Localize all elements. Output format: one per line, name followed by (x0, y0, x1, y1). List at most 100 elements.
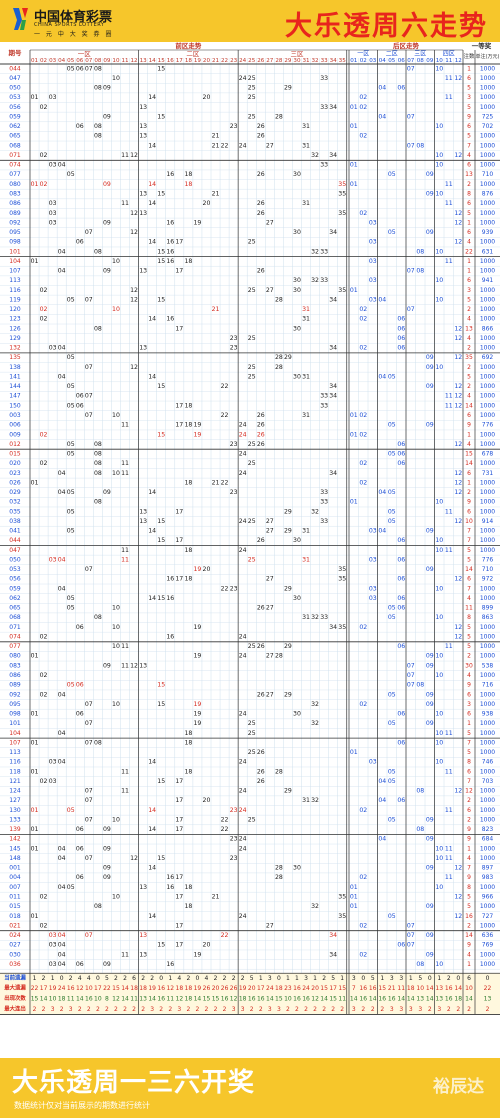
front-ball: 05 (67, 354, 75, 361)
front-ball: 33 (320, 277, 328, 284)
front-ball: 24 (239, 807, 247, 814)
front-ball: 19 (193, 566, 201, 573)
front-ball: 11 (121, 422, 129, 429)
front-ball: 13 (139, 932, 147, 939)
front-ball: 14 (148, 239, 156, 246)
front-ball: 27 (266, 691, 274, 698)
front-ball: 05 (67, 402, 75, 409)
front-ball: 03 (49, 200, 57, 207)
back-ball: 06 (397, 537, 405, 544)
front-ball: 12 (130, 662, 138, 669)
front-ball: 14 (148, 528, 156, 535)
front-ball: 24 (239, 470, 247, 477)
front-stat-value: 14 (320, 995, 328, 1002)
first-prize-amount: 1000 (480, 528, 495, 535)
first-prize-amount: 1000 (480, 239, 495, 246)
front-number-header: 11 (121, 58, 129, 64)
back-ball: 06 (397, 711, 405, 718)
first-prize-bets: 7 (467, 585, 471, 592)
first-prize-amount: 1000 (480, 142, 495, 149)
issue-number: 098 (9, 239, 21, 246)
back-ball: 02 (359, 807, 367, 814)
front-ball: 29 (284, 691, 292, 698)
front-stat-value: 15 (112, 985, 120, 992)
front-ball: 26 (257, 778, 265, 785)
front-stat-value: 12 (176, 995, 184, 1002)
front-ball: 14 (148, 807, 156, 814)
front-ball: 21 (212, 306, 220, 313)
back-stat-value: 3 (390, 975, 394, 982)
first-prize-bets: 8 (467, 614, 471, 621)
back-stat-value: 16 (388, 995, 396, 1002)
front-ball: 19 (193, 653, 201, 660)
bets-stat-value: 14 (465, 995, 473, 1002)
front-ball: 17 (175, 942, 183, 949)
front-ball: 14 (148, 316, 156, 323)
front-ball: 24 (239, 653, 247, 660)
front-ball: 32 (311, 508, 319, 515)
front-ball: 15 (157, 701, 165, 708)
front-ball: 26 (257, 422, 265, 429)
front-ball: 01 (31, 479, 39, 486)
back-ball: 02 (359, 94, 367, 101)
front-ball: 31 (302, 614, 310, 621)
front-ball: 33 (320, 402, 328, 409)
first-prize-amount: 1000 (480, 499, 495, 506)
front-stat-value: 13 (139, 995, 147, 1002)
front-stat-value: 16 (248, 995, 256, 1002)
first-prize-amount: 710 (482, 566, 494, 573)
front-ball: 34 (329, 296, 337, 303)
first-prize-bets: 6 (467, 123, 471, 130)
back-ball: 06 (397, 460, 405, 467)
front-ball: 30 (293, 229, 301, 236)
front-ball: 32 (311, 152, 319, 159)
back-ball: 12 (454, 489, 462, 496)
back-number-header: 11 (445, 58, 453, 64)
front-ball: 21 (212, 893, 220, 900)
issue-number: 029 (9, 489, 21, 496)
back-ball: 05 (388, 720, 396, 727)
first-prize-bets: 6 (467, 162, 471, 169)
issue-number: 068 (9, 142, 21, 149)
front-stat-value: 12 (76, 985, 84, 992)
first-prize-bets: 6 (467, 768, 471, 775)
first-prize-bets: 6 (467, 711, 471, 718)
front-stat-value: 2 (286, 1006, 290, 1013)
back-ball: 09 (426, 836, 434, 843)
front-ball: 19 (193, 624, 201, 631)
first-prize-amount: 1000 (480, 739, 495, 746)
front-ball: 05 (67, 296, 75, 303)
first-prize-bets: 7 (467, 778, 471, 785)
front-ball: 15 (157, 855, 165, 862)
front-ball: 24 (239, 142, 247, 149)
issue-number: 104 (9, 730, 21, 737)
front-zone-1-label: 一区 (78, 50, 92, 58)
first-prize-bets: 1 (467, 219, 471, 226)
front-ball: 17 (175, 816, 183, 823)
front-ball: 12 (130, 210, 138, 217)
front-ball: 01 (31, 181, 39, 188)
front-stat-value: 5 (250, 975, 254, 982)
back-ball: 09 (426, 701, 434, 708)
front-stat-value: 11 (338, 995, 346, 1002)
first-prize-bets: 22 (465, 248, 473, 255)
front-stat-value: 22 (103, 985, 111, 992)
issue-number: 062 (9, 123, 21, 130)
first-prize-amount: 702 (482, 123, 494, 130)
front-ball: 13 (139, 662, 147, 669)
front-ball: 01 (31, 653, 39, 660)
front-stat-value: 16 (302, 995, 310, 1002)
front-stat-value: 0 (96, 975, 100, 982)
back-ball: 10 (435, 277, 443, 284)
back-stat-value: 3 (437, 1006, 441, 1013)
front-ball: 33 (320, 499, 328, 506)
first-prize-bets: 4 (467, 152, 471, 159)
issue-number: 021 (9, 922, 21, 929)
front-ball: 27 (266, 518, 274, 525)
front-stat-value: 2 (141, 1006, 145, 1013)
front-ball: 06 (76, 624, 84, 631)
issue-number: 124 (9, 788, 21, 795)
front-stat-value: 16 (67, 985, 75, 992)
front-ball: 22 (221, 479, 229, 486)
front-ball: 13 (139, 104, 147, 111)
